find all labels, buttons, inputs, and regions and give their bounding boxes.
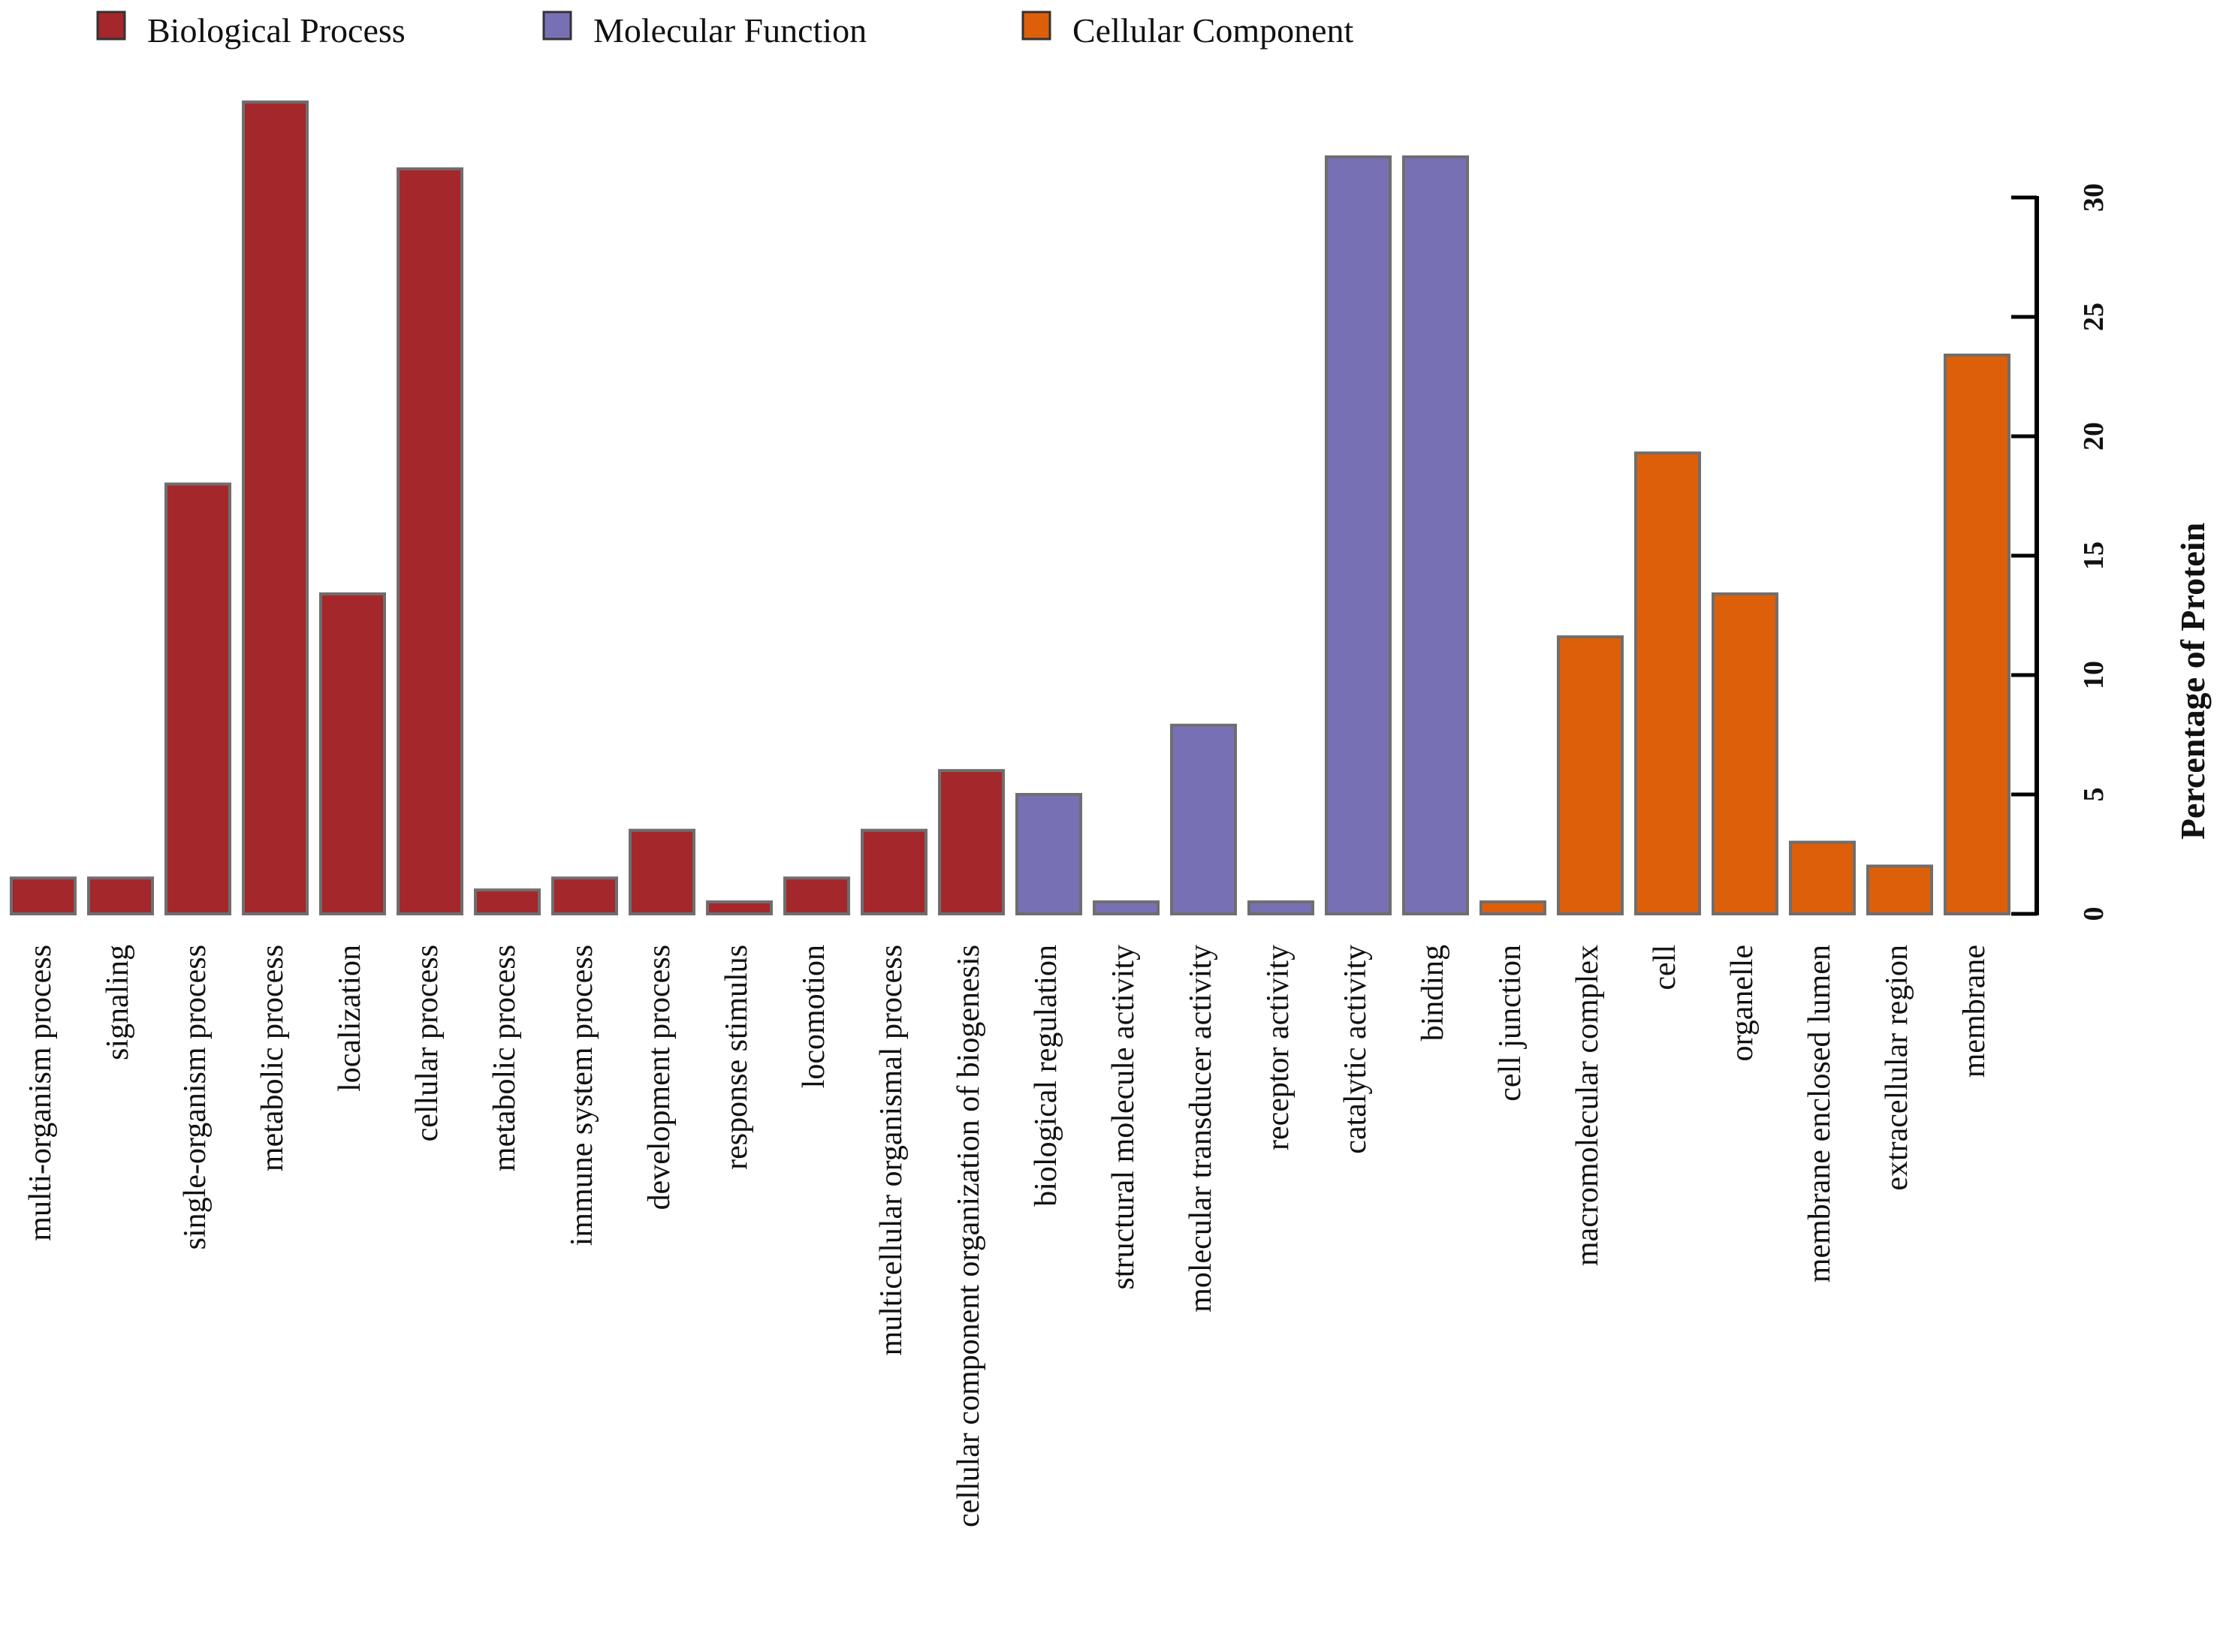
legend-swatch — [96, 11, 126, 41]
y-tick-label: 20 — [2078, 422, 2110, 451]
x-tick-label: metabolic process — [487, 945, 522, 1171]
bar — [783, 876, 850, 916]
y-tick-label: 5 — [2078, 788, 2110, 802]
bar — [474, 888, 541, 915]
y-axis-title: Percentage of Protein — [2173, 523, 2212, 840]
bar — [1944, 353, 2010, 915]
x-axis-labels: multi-organism process signaling single-or… — [23, 945, 1992, 1527]
bar — [1866, 864, 1933, 916]
bar — [1325, 155, 1392, 915]
x-tick-label: extracellular region — [1880, 945, 1914, 1191]
bar — [1789, 840, 1856, 915]
x-tick-label: macromolecular complex — [1570, 945, 1605, 1266]
bar — [1557, 635, 1624, 915]
bar — [87, 876, 154, 916]
x-tick-label: response stimulus — [719, 945, 754, 1170]
bar — [551, 876, 618, 916]
bar — [1247, 900, 1314, 915]
y-tick-label: 0 — [2078, 907, 2110, 921]
legend-item: Biological Process — [96, 11, 406, 50]
bar — [242, 100, 309, 915]
x-tick-label: signaling — [101, 945, 135, 1060]
legend-item: Molecular Function — [542, 11, 867, 50]
bar — [397, 167, 463, 915]
legend-swatch — [1021, 11, 1051, 41]
y-tick-label: 25 — [2078, 303, 2110, 331]
y-tick-label: 10 — [2078, 661, 2110, 689]
bar — [1712, 592, 1778, 915]
x-tick-label: cellular process — [410, 945, 445, 1141]
x-tick-label: locomotion — [797, 945, 831, 1088]
bar — [1093, 900, 1160, 915]
legend-label: Biological Process — [147, 11, 406, 50]
x-tick-label: metabolic process — [255, 945, 290, 1171]
bar — [10, 876, 77, 916]
x-tick-label: multi-organism process — [23, 945, 58, 1241]
x-tick-label: receptor activity — [1261, 945, 1295, 1150]
x-tick-label: cellular component organization of bioge… — [952, 945, 986, 1527]
bar — [319, 592, 386, 915]
y-tick-label: 30 — [2078, 183, 2110, 212]
legend-swatch — [542, 11, 572, 41]
bar — [861, 828, 928, 915]
bar — [1634, 451, 1701, 915]
y-tick-label: 15 — [2078, 541, 2110, 570]
x-tick-label: biological regulation — [1029, 945, 1063, 1207]
x-tick-label: development process — [642, 945, 677, 1210]
x-tick-label: cell junction — [1493, 945, 1528, 1102]
x-tick-label: single-organism process — [178, 945, 213, 1250]
x-tick-label: multicellular organismal process — [874, 945, 909, 1355]
bar — [1015, 793, 1082, 915]
bars-layer — [10, 100, 2010, 916]
bar — [1402, 155, 1469, 915]
x-tick-label: structural molecule activity — [1106, 945, 1141, 1290]
bar — [1479, 900, 1546, 915]
bar — [706, 900, 773, 915]
bar — [164, 482, 231, 915]
bar — [938, 769, 1005, 915]
x-tick-label: membrane enclosed lumen — [1802, 945, 1837, 1283]
x-tick-label: binding — [1416, 945, 1450, 1041]
x-tick-label: localization — [333, 945, 367, 1092]
x-tick-label: immune system process — [565, 945, 599, 1246]
legend-label: Cellular Component — [1072, 11, 1354, 50]
x-tick-label: cell — [1648, 945, 1682, 990]
legend-item: Cellular Component — [1021, 11, 1354, 50]
y-axis: 0 5 10 15 20 25 30 — [2011, 183, 2110, 921]
bar — [1170, 723, 1237, 916]
x-tick-label: membrane — [1957, 945, 1992, 1078]
legend-label: Molecular Function — [593, 11, 867, 50]
x-tick-label: catalytic activity — [1338, 945, 1373, 1154]
bar — [629, 828, 695, 915]
x-tick-label: molecular transducer activity — [1184, 945, 1218, 1313]
x-tick-label: organelle — [1725, 945, 1760, 1062]
chart-legend: Biological Process Molecular Function Cell… — [96, 11, 1354, 50]
